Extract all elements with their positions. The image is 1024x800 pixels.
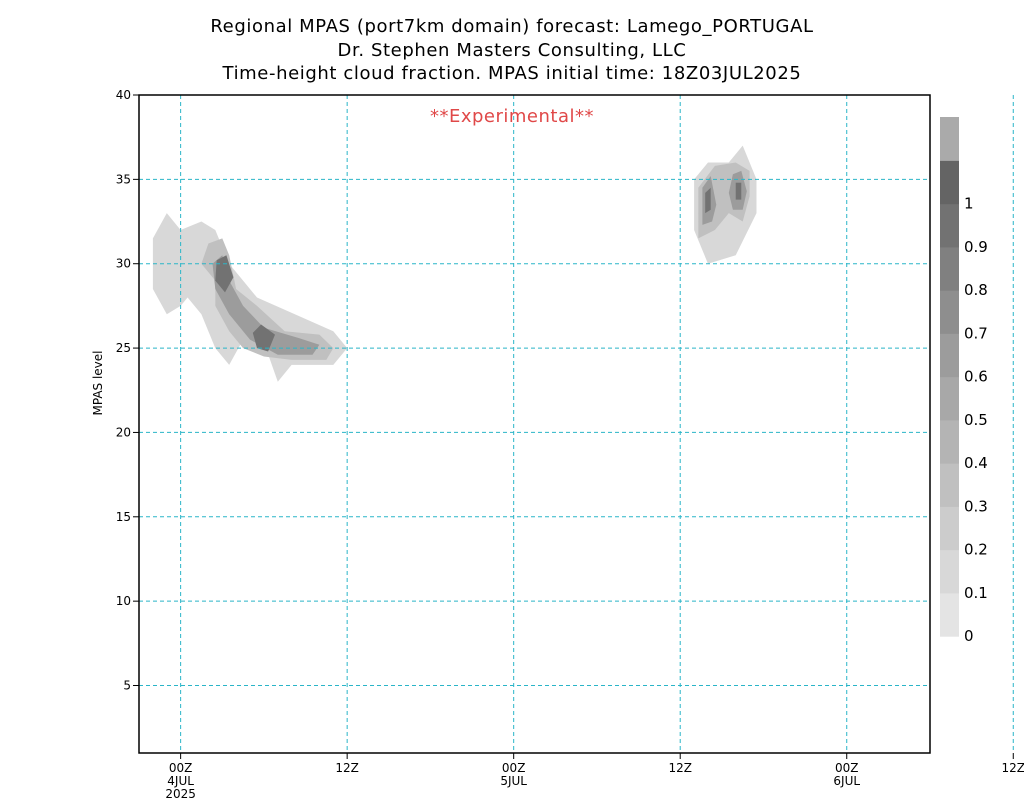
y-tick-label: 30 [116, 257, 131, 271]
x-tick-label: 12Z [335, 761, 359, 775]
y-axis: 5 10 15 20 25 30 35 40 [116, 88, 139, 693]
cloud-contour-1 [201, 238, 334, 360]
colorbar-swatch [940, 203, 959, 248]
colorbar-swatch [940, 333, 959, 378]
x-tick-label: 00Z [502, 761, 526, 775]
y-tick-label: 20 [116, 425, 131, 439]
cloud-contour-10 [735, 182, 742, 200]
experimental-watermark: **Experimental** [430, 106, 594, 127]
colorbar-swatch [940, 463, 959, 507]
colorbar-label: 1 [964, 195, 974, 213]
colorbar-label: 0.3 [964, 497, 988, 515]
y-tick-label: 5 [123, 679, 131, 693]
y-tick-label: 15 [116, 510, 131, 524]
y-tick-label: 35 [116, 172, 131, 186]
x-tick-label: 00Z [835, 761, 859, 775]
colorbar-label: 0.2 [964, 541, 988, 559]
grid-lines [139, 95, 1014, 753]
colorbar-swatch [940, 549, 959, 594]
title-line-3: Time-height cloud fraction. MPAS initial… [222, 63, 802, 84]
colorbar-swatch [940, 290, 959, 334]
colorbar-swatch [940, 246, 959, 291]
colorbar-label: 0.9 [964, 238, 988, 256]
colorbar-swatch [940, 592, 959, 637]
colorbar-label: 0.1 [964, 584, 988, 602]
cloud-contour-4 [252, 324, 275, 352]
x-tick-label: 12Z [668, 761, 692, 775]
colorbar-label: 0.4 [964, 454, 988, 472]
cloud-contours [152, 145, 757, 382]
x-tick-label: 12Z [1002, 761, 1024, 775]
y-tick-label: 25 [116, 341, 131, 355]
colorbar-swatch [940, 506, 959, 551]
colorbar-label: 0 [964, 627, 974, 645]
colorbar: 0 0.1 0.2 0.3 0.4 0.5 0.6 0.7 0.8 0.9 1 [940, 117, 988, 645]
title-line-2: Dr. Stephen Masters Consulting, LLC [338, 40, 687, 61]
plot-frame [138, 94, 931, 754]
y-axis-title: MPAS level [91, 351, 105, 416]
colorbar-swatch [940, 419, 959, 464]
y-tick-label: 10 [116, 594, 131, 608]
x-tick-label: 00Z [169, 761, 193, 775]
colorbar-label: 0.5 [964, 411, 988, 429]
x-tick-label: 2025 [165, 787, 196, 800]
cloud-contour-9 [705, 187, 711, 214]
colorbar-swatch [940, 117, 959, 161]
title-line-1: Regional MPAS (port7km domain) forecast:… [210, 16, 813, 37]
title-block: Regional MPAS (port7km domain) forecast:… [210, 16, 813, 84]
x-tick-label: 5JUL [500, 774, 527, 788]
x-tick-label: 4JUL [167, 774, 194, 788]
cloud-contour-3 [215, 255, 234, 293]
y-tick-label: 40 [116, 88, 131, 102]
colorbar-label: 0.7 [964, 324, 988, 342]
x-tick-label: 6JUL [833, 774, 860, 788]
colorbar-label: 0.6 [964, 368, 988, 386]
colorbar-swatch [940, 376, 959, 421]
colorbar-swatch [940, 160, 959, 205]
colorbar-label: 0.8 [964, 281, 988, 299]
